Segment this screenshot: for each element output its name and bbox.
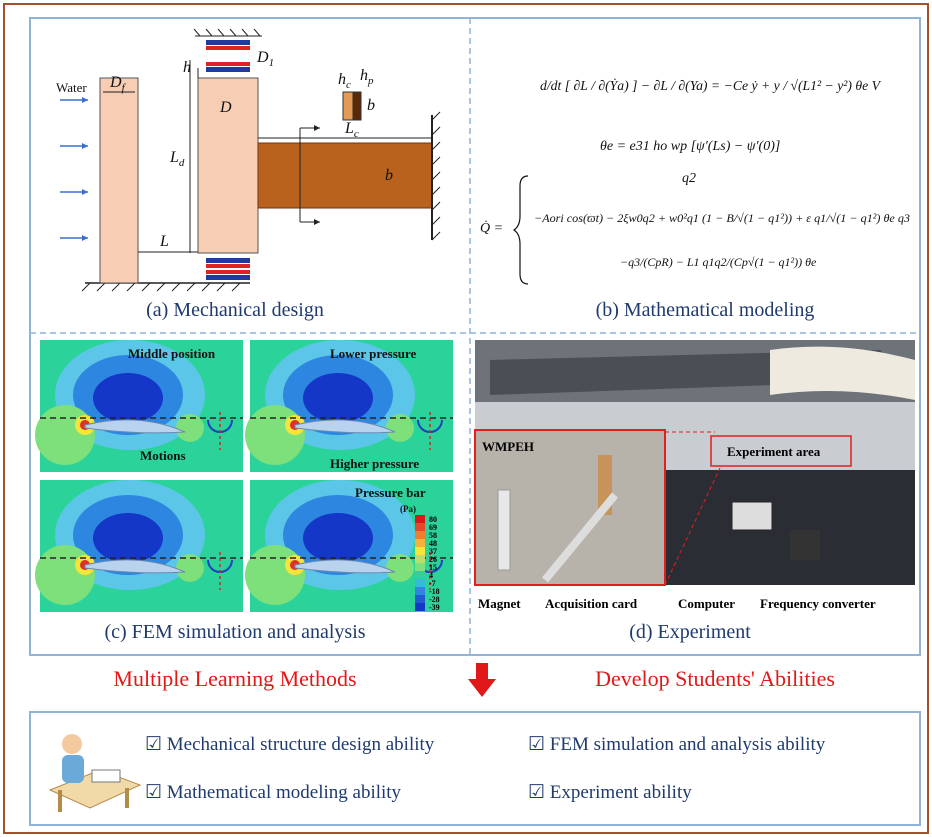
label: D [219, 99, 232, 116]
annotation: Higher pressure [330, 456, 419, 471]
scale-swatch [415, 587, 425, 595]
scale-swatch [415, 603, 425, 611]
equation: −q3/(CpR) − L1 q1q2/(Cp√(1 − q1²)) θe [620, 255, 817, 269]
annotation: Magnet [478, 596, 521, 611]
label: h [183, 59, 191, 76]
scale-label: -39 [429, 603, 440, 612]
fem-image [35, 480, 243, 612]
label: L [159, 233, 169, 250]
scale-swatch [415, 595, 425, 603]
equation: −Aori cos(ϖt) − 2ξw0q2 + w0²q1 (1 − B/√(… [534, 211, 910, 225]
scale-swatch [415, 571, 425, 579]
scale-swatch [415, 531, 425, 539]
scale-swatch [415, 523, 425, 531]
ability: ☑ Mathematical modeling ability [145, 782, 402, 803]
ability: ☑ FEM simulation and analysis ability [528, 734, 826, 755]
caption: (b) Mathematical modeling [596, 299, 815, 321]
ability: ☑ Mechanical structure design ability [145, 734, 435, 755]
caption: (c) FEM simulation and analysis [104, 621, 365, 643]
figure: Water Df h D1 D Ld L hc hp b Lc b (a) Me… [0, 0, 932, 837]
scale-swatch [415, 563, 425, 571]
caption: (d) Experiment [629, 621, 751, 643]
annotation: Motions [140, 448, 186, 463]
annotation: Pressure bar [355, 485, 426, 500]
label: b [385, 167, 393, 184]
heading: Multiple Learning Methods [113, 666, 356, 691]
scale-swatch [415, 539, 425, 547]
scale-swatch [415, 579, 425, 587]
equation: q2 [682, 171, 696, 186]
annotation: Lower pressure [330, 346, 417, 361]
photo [475, 340, 915, 585]
scale-swatch [415, 555, 425, 563]
annotation: WMPEH [482, 439, 534, 454]
annotation: Acquisition card [545, 596, 638, 611]
scale-swatch [415, 547, 425, 555]
annotation: Computer [678, 596, 735, 611]
annotation: Middle position [128, 346, 216, 361]
label: b [367, 97, 375, 114]
caption: (a) Mechanical design [146, 299, 324, 321]
equation: θe = e31 ho wp [ψ′(Ls) − ψ′(0)] [600, 139, 780, 154]
annotation: Experiment area [727, 444, 821, 459]
equation: d/dt [ ∂L / ∂(Ẏa) ] − ∂L / ∂(Ya) = −Ce ẏ… [540, 78, 881, 94]
heading: Develop Students' Abilities [595, 666, 835, 691]
ability: ☑ Experiment ability [528, 782, 692, 803]
scale-swatch [415, 515, 425, 523]
label: Water [56, 80, 87, 95]
annotation: Frequency converter [760, 596, 876, 611]
equation: Q̇ = [480, 220, 503, 236]
annotation: (Pa) [400, 504, 416, 514]
